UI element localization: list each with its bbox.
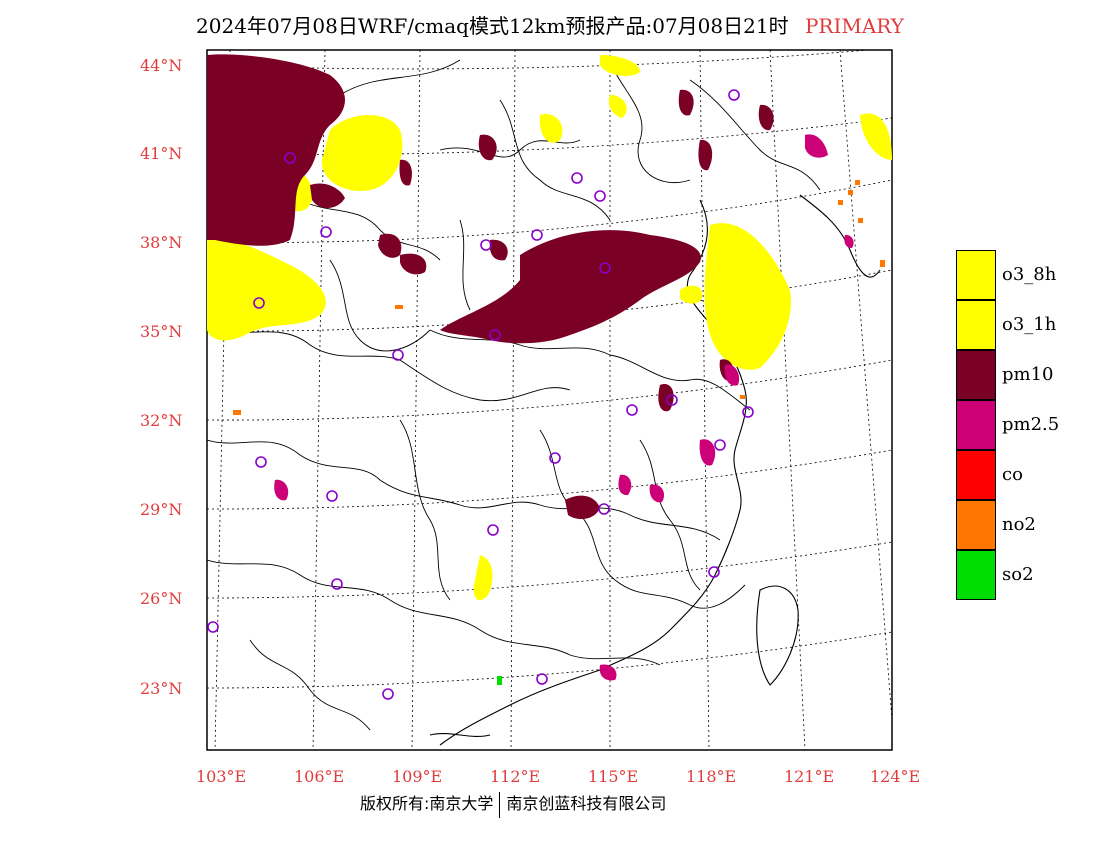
legend-label-co: co [1002,464,1023,485]
legend-item-co: co [956,450,1086,500]
legend-label-so2: so2 [1002,564,1034,585]
legend-swatch-co [956,450,996,500]
lat-label-41: 41°N [140,144,182,163]
legend-item-o3-8h: o3_8h [956,250,1086,300]
legend-item-o3-1h: o3_1h [956,300,1086,350]
coastline [429,194,881,746]
legend-swatch-so2 [956,550,996,600]
lon-label-106: 106°E [294,767,344,786]
legend-label-o3-1h: o3_1h [1002,314,1057,335]
legend-swatch-o3-1h [956,300,996,350]
lon-label-109: 109°E [392,767,442,786]
lon-label-124: 124°E [870,767,920,786]
station-markers [207,89,754,700]
legend-label-pm10: pm10 [1002,364,1054,385]
lat-label-26: 26°N [140,589,182,608]
lon-label-115: 115°E [588,767,638,786]
lon-label-103: 103°E [196,767,246,786]
lon-label-121: 121°E [784,767,834,786]
lon-label-112: 112°E [490,767,540,786]
footer-separator [499,791,501,818]
copyright-right: 南京创蓝科技有限公司 [506,794,667,813]
lat-label-44: 44°N [140,56,182,75]
lat-label-29: 29°N [140,500,182,519]
latitude-labels: 44°N 41°N 38°N 35°N 32°N 29°N 26°N 23°N [140,56,182,698]
legend-item-so2: so2 [956,550,1086,600]
legend-swatch-pm25 [956,400,996,450]
lon-label-118: 118°E [686,767,736,786]
lat-label-35: 35°N [140,322,182,341]
copyright-footer: 版权所有:南京大学 南京创蓝科技有限公司 [360,790,666,818]
legend-label-o3-8h: o3_8h [1002,264,1057,285]
pm25-layer [274,134,854,681]
legend-item-no2: no2 [956,500,1086,550]
lat-label-38: 38°N [140,233,182,252]
legend-swatch-pm10 [956,350,996,400]
primary-tag: PRIMARY [804,14,904,38]
legend-label-no2: no2 [1002,514,1036,535]
pm10-layer [207,54,774,520]
lat-label-23: 23°N [140,679,182,698]
longitude-labels: 103°E 106°E 109°E 112°E 115°E 118°E 121°… [196,767,920,786]
legend-swatch-o3-8h [956,250,996,300]
so2-cell [497,676,502,685]
map-title: 2024年07月08日WRF/cmaq模式12km预报产品:07月08日21时 … [0,10,1100,39]
map-frame [206,49,893,751]
copyright-left: 版权所有:南京大学 [360,794,494,813]
legend-item-pm10: pm10 [956,350,1086,400]
legend-item-pm25: pm2.5 [956,400,1086,450]
latitude-gridlines [207,50,892,689]
no2-layer [233,180,885,415]
title-text: 2024年07月08日WRF/cmaq模式12km预报产品:07月08日21时 [196,14,789,38]
legend-label-pm25: pm2.5 [1002,414,1060,435]
lat-label-32: 32°N [140,411,182,430]
pollutant-legend: o3_8h o3_1h pm10 pm2.5 co no2 so2 [956,250,1086,600]
legend-swatch-no2 [956,500,996,550]
